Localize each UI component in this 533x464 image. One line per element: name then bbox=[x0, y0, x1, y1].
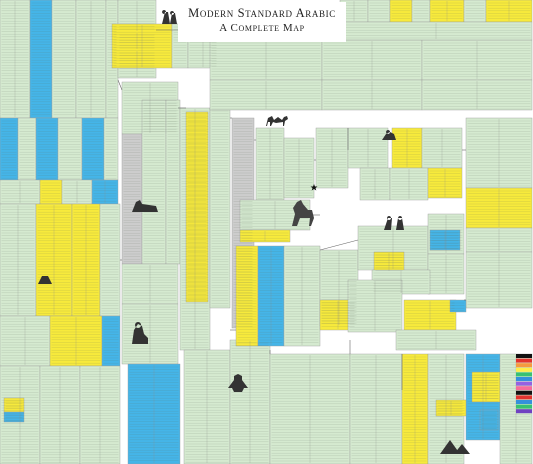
palette-swatch bbox=[516, 395, 532, 400]
palette-swatch bbox=[516, 363, 532, 368]
table-panel bbox=[103, 117, 119, 181]
horse-shape bbox=[292, 200, 314, 226]
table-panel bbox=[29, 0, 53, 119]
seated-figure-illustration bbox=[132, 322, 148, 344]
table-panel bbox=[479, 409, 499, 431]
lamp-illustration bbox=[228, 374, 248, 392]
lamp-shape bbox=[228, 374, 248, 392]
connector-line bbox=[319, 239, 359, 251]
two-figures-illustration bbox=[162, 10, 177, 24]
title-block: Modern Standard Arabic A Complete Map bbox=[178, 2, 346, 42]
table-panel bbox=[0, 117, 19, 181]
table-panel bbox=[209, 107, 231, 309]
palette-swatch bbox=[516, 400, 532, 404]
table-panel bbox=[57, 117, 83, 181]
archer-shape bbox=[38, 272, 52, 284]
pyramids-illustration bbox=[440, 440, 470, 454]
camel-illustration bbox=[266, 116, 288, 126]
sphinx-shape bbox=[132, 200, 158, 212]
palette-swatch bbox=[516, 372, 532, 377]
table-panel bbox=[101, 315, 121, 367]
table-panel bbox=[121, 133, 143, 265]
rider-shape bbox=[382, 130, 396, 140]
palette-swatch bbox=[516, 358, 532, 363]
sphinx-illustration bbox=[132, 200, 158, 212]
poster-title: Modern Standard Arabic bbox=[188, 6, 336, 20]
table-panel bbox=[35, 117, 59, 181]
connector-line bbox=[117, 79, 123, 91]
table-panel bbox=[3, 411, 25, 423]
archer-illustration bbox=[38, 272, 52, 284]
fighters-shape bbox=[384, 212, 404, 230]
palette-swatch bbox=[516, 367, 532, 372]
palette-swatches bbox=[516, 354, 532, 414]
poster-subtitle: A Complete Map bbox=[219, 22, 305, 34]
table-panel bbox=[99, 203, 121, 317]
star-shape bbox=[310, 184, 318, 191]
figure-shape bbox=[162, 10, 177, 24]
crescent-star-icon bbox=[301, 178, 318, 194]
table-panel bbox=[81, 117, 105, 181]
palette-swatch bbox=[516, 381, 532, 386]
palette-swatch bbox=[516, 390, 532, 395]
table-panel bbox=[185, 111, 209, 303]
palette-swatch bbox=[516, 354, 532, 358]
fighters-illustration bbox=[384, 212, 404, 230]
seated-shape bbox=[132, 322, 148, 344]
horse-illustration bbox=[292, 200, 314, 226]
pyramids-shape bbox=[440, 440, 470, 454]
table-panel bbox=[51, 0, 77, 119]
table-panel bbox=[39, 179, 63, 205]
palette-swatch bbox=[516, 404, 532, 409]
table-panel bbox=[449, 299, 467, 313]
palette-swatch bbox=[516, 377, 532, 381]
palette-swatch bbox=[516, 409, 532, 414]
camel-shape bbox=[266, 116, 288, 126]
table-panel bbox=[165, 99, 181, 265]
rider-illustration bbox=[382, 130, 396, 140]
palette-swatch bbox=[516, 386, 532, 391]
table-panel bbox=[235, 245, 259, 347]
table-panel bbox=[17, 117, 37, 181]
table-panel bbox=[141, 99, 167, 265]
